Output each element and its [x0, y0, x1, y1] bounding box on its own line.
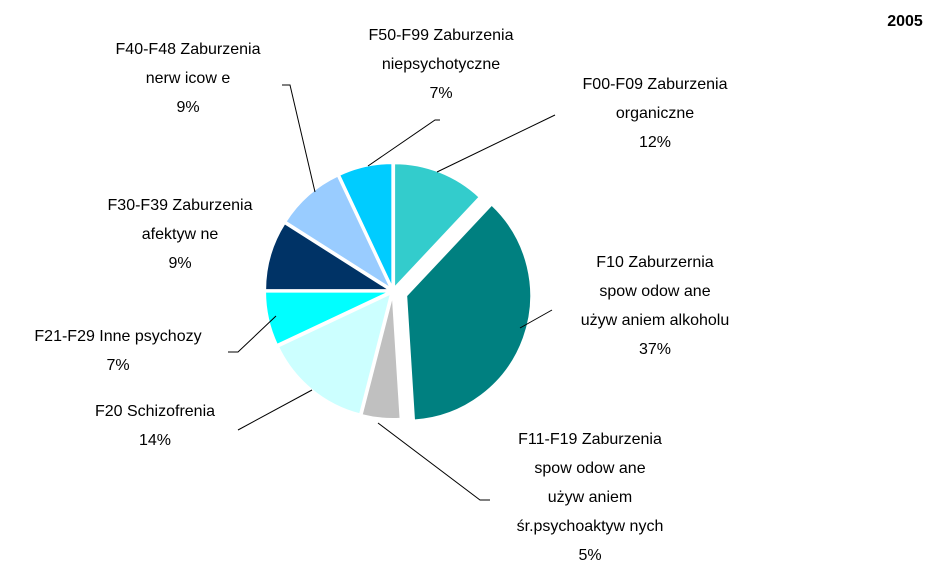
- leader-line: [228, 315, 277, 353]
- slice-label: używ aniem: [548, 489, 632, 506]
- pie-slice: [337, 162, 394, 289]
- value-label: 14%: [139, 432, 171, 449]
- slice-label: F11-F19 Zaburzenia: [518, 431, 662, 448]
- slice-label: F40-F48 Zaburzenia: [116, 41, 261, 58]
- pie-slice: [276, 291, 393, 416]
- pie-slice: [284, 174, 394, 292]
- value-label: 12%: [639, 134, 671, 151]
- slice-label: F30-F39 Zaburzenia: [108, 197, 253, 214]
- value-label: 7%: [106, 357, 129, 374]
- slice-label: F21-F29 Inne psychozy: [34, 328, 201, 345]
- slice-label: afektyw ne: [142, 226, 219, 243]
- pie-slice: [405, 203, 533, 422]
- pie-slice: [264, 290, 391, 347]
- pie-slice: [264, 221, 394, 292]
- slice-label: F00-F09 Zaburzenia: [583, 76, 728, 93]
- value-label: 9%: [168, 255, 191, 272]
- leader-line: [282, 84, 316, 193]
- pie-slice: [360, 293, 402, 420]
- slice-label: używ aniem alkoholu: [581, 312, 730, 329]
- slice-label: nerw icow e: [146, 70, 231, 87]
- pie-slice: [393, 162, 482, 291]
- value-label: 5%: [578, 547, 601, 564]
- leader-line: [367, 119, 440, 167]
- slice-label: spow odow ane: [534, 460, 645, 477]
- value-label: 7%: [429, 85, 452, 102]
- slice-label: śr.psychoaktyw nych: [517, 518, 664, 535]
- value-label: 9%: [176, 99, 199, 116]
- slice-label: spow odow ane: [599, 283, 710, 300]
- value-label: 37%: [639, 341, 671, 358]
- leader-line: [436, 114, 556, 173]
- leader-line: [519, 309, 553, 329]
- slice-label: F20 Schizofrenia: [95, 403, 215, 420]
- leader-line: [237, 389, 313, 431]
- slice-label: niepsychotyczne: [382, 56, 500, 73]
- slice-label: organiczne: [616, 105, 694, 122]
- slice-label: F10 Zaburzernia: [596, 254, 713, 271]
- chart-title: 2005: [887, 13, 923, 30]
- slice-label: F50-F99 Zaburzenia: [369, 27, 514, 44]
- leader-line: [377, 422, 490, 501]
